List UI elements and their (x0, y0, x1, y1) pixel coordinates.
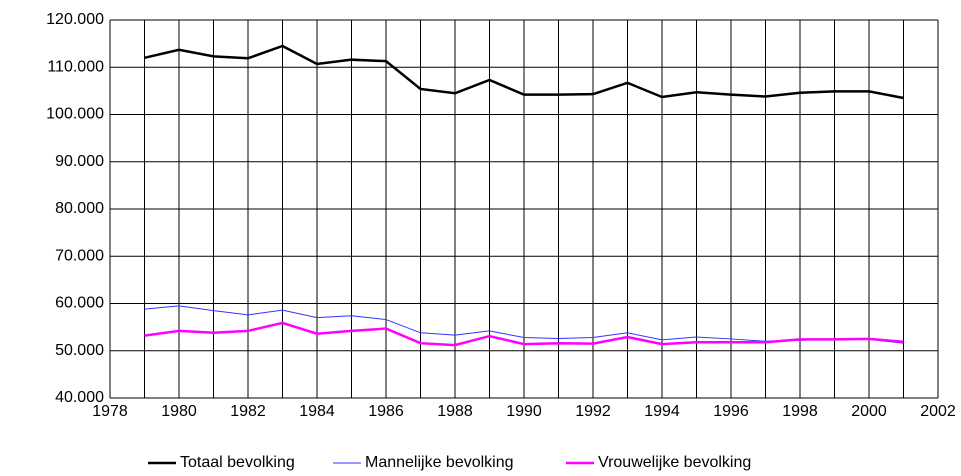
x-tick-label: 2000 (851, 403, 887, 420)
legend-label: Vrouwelijke bevolking (598, 454, 751, 471)
y-tick-label: 80.000 (55, 200, 104, 217)
x-tick-label: 1984 (299, 403, 335, 420)
x-tick-label: 1982 (230, 403, 266, 420)
x-tick-label: 1990 (506, 403, 542, 420)
x-tick-label: 1978 (92, 403, 128, 420)
legend-label: Mannelijke bevolking (365, 454, 514, 471)
x-tick-label: 1986 (368, 403, 404, 420)
x-tick-label: 1994 (644, 403, 680, 420)
x-tick-label: 2002 (920, 403, 956, 420)
y-tick-label: 90.000 (55, 153, 104, 170)
x-tick-label: 1996 (713, 403, 749, 420)
y-tick-label: 120.000 (46, 11, 104, 28)
y-tick-label: 110.000 (47, 58, 104, 75)
x-tick-label: 1992 (575, 403, 611, 420)
x-tick-label: 1998 (782, 403, 818, 420)
y-tick-label: 100.000 (46, 106, 104, 123)
x-tick-label: 1988 (437, 403, 473, 420)
series-line (144, 321, 904, 347)
series-line (144, 44, 904, 100)
y-tick-label: 40.000 (55, 389, 104, 406)
x-tick-label: 1980 (161, 403, 197, 420)
y-tick-label: 50.000 (55, 342, 104, 359)
y-tick-label: 70.000 (55, 247, 104, 264)
y-tick-label: 60.000 (55, 295, 104, 312)
legend-label: Totaal bevolking (180, 454, 295, 471)
